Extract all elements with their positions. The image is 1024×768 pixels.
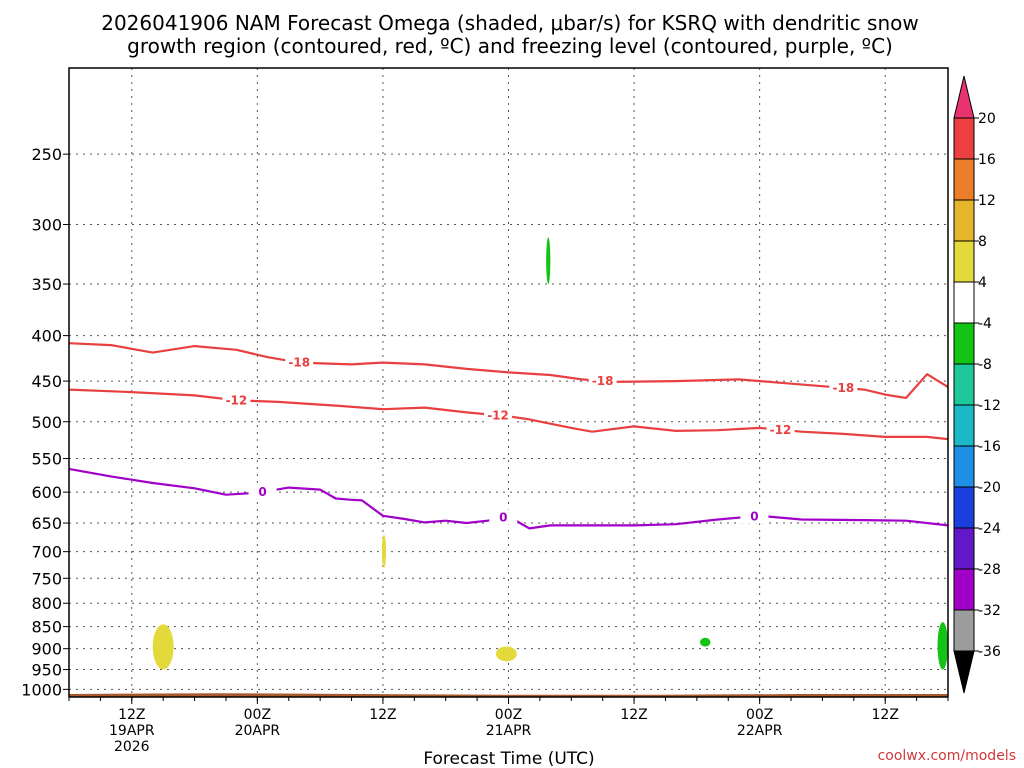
colorbar-label: -24: [978, 521, 1001, 537]
contour-label-bg: [248, 483, 277, 499]
y-tick-label: 550: [31, 450, 62, 469]
y-tick-label: 400: [31, 327, 62, 346]
y-tick-label: 300: [31, 216, 62, 235]
x-tick-label: 12Z: [872, 707, 899, 723]
colorbar-swatch: [953, 568, 975, 611]
contour-label: -18: [592, 374, 614, 388]
colorbar-label: -8: [978, 357, 992, 373]
x-tick-label: 00Z: [244, 707, 271, 723]
colorbar-swatch: [953, 486, 975, 529]
colorbar-label: -16: [978, 439, 1001, 455]
colorbar-swatch: [953, 404, 975, 447]
contour-label-bg: [740, 508, 769, 524]
colorbar-swatch: [953, 117, 975, 160]
colorbar-swatch: [953, 609, 975, 652]
contour-label: 0: [750, 509, 758, 523]
contour-label: -12: [226, 393, 248, 407]
contour-label: -12: [770, 423, 792, 437]
contour-label-bg: [285, 354, 314, 370]
omega-shaded-region: [152, 624, 174, 670]
x-tick-label: 12Z: [620, 707, 647, 723]
colorbar-swatch: [953, 322, 975, 365]
colorbar-swatch: [953, 158, 975, 201]
chart-title-line-2: growth region (contoured, red, ºC) and f…: [127, 34, 893, 58]
colorbar-swatch: [953, 199, 975, 242]
x-tick-label: 12Z: [118, 707, 145, 723]
contour-label-bg: [829, 379, 858, 395]
x-tick-label: 00Z: [495, 707, 522, 723]
ground-surface: [69, 693, 948, 697]
colorbar: 20 16 12 8 4 -4 -8 -12 -16 -20 -24 -28 -32 -36: [953, 75, 1001, 694]
y-axis: 250 300 350 400 450 500 550 600 650 700 750 800 850 9…: [21, 145, 69, 699]
y-tick-label: 650: [31, 514, 62, 533]
y-tick-label: 950: [31, 661, 62, 680]
colorbar-bottom-arrow: [953, 650, 975, 694]
colorbar-label: 20: [978, 111, 996, 127]
contour-line: [68, 467, 949, 530]
colorbar-label: 4: [978, 275, 987, 291]
colorbar-swatch: [953, 363, 975, 406]
y-tick-label: 500: [31, 413, 62, 432]
contour-label: -18: [833, 381, 855, 395]
contour-label-bg: [484, 407, 513, 423]
contour-label-bg: [766, 421, 795, 437]
colorbar-label: -36: [978, 644, 1001, 660]
colorbar-label: 16: [978, 152, 996, 168]
colorbar-swatch: [953, 527, 975, 570]
colorbar-label: 8: [978, 234, 987, 250]
omega-shaded-region: [381, 534, 387, 568]
colorbar-label: -28: [978, 562, 1001, 578]
colorbar-top-arrow: [953, 75, 975, 119]
contour-label: 0: [499, 511, 507, 525]
colorbar-swatch: [953, 281, 975, 324]
chart-title-line-1: 2026041906 NAM Forecast Omega (shaded, μ…: [101, 11, 919, 35]
x-tick-label: 22APR: [737, 723, 783, 739]
y-tick-label: 350: [31, 275, 62, 294]
contour-label-bg: [489, 509, 518, 525]
y-tick-label: 600: [31, 483, 62, 502]
y-tick-label: 800: [31, 594, 62, 613]
contour-label-bg: [588, 373, 617, 389]
x-tick-label: 20APR: [235, 723, 281, 739]
x-axis-title: Forecast Time (UTC): [423, 749, 594, 768]
contour-line: [68, 342, 949, 399]
y-tick-label: 850: [31, 618, 62, 637]
colorbar-label: -4: [978, 316, 992, 332]
x-tick-label: 00Z: [746, 707, 773, 723]
omega-shaded-region: [495, 646, 517, 662]
omega-shaded-region: [699, 637, 711, 647]
x-tick-label: 21APR: [486, 723, 532, 739]
colorbar-swatch: [953, 445, 975, 488]
y-tick-label: 450: [31, 372, 62, 391]
plot-frame: [68, 67, 949, 698]
omega-shaded-region: [546, 237, 551, 285]
contour-label: -18: [288, 356, 310, 370]
colorbar-swatch: [953, 240, 975, 283]
y-tick-label: 700: [31, 543, 62, 562]
contour-label: -12: [487, 408, 509, 422]
colorbar-label: -12: [978, 398, 1001, 414]
y-tick-label: 750: [31, 569, 62, 588]
omega-shaded-region: [937, 622, 949, 670]
contour-label-bg: [222, 392, 251, 408]
colorbar-label: -20: [978, 480, 1001, 496]
colorbar-label: 12: [978, 193, 996, 209]
contour-line: [68, 388, 949, 441]
x-tick-label: 2026: [114, 739, 150, 755]
y-tick-label: 250: [31, 145, 62, 164]
credit-text: coolwx.com/models: [878, 748, 1016, 764]
colorbar-label: -32: [978, 603, 1001, 619]
x-tick-label: 19APR: [109, 723, 155, 739]
contour-label: 0: [258, 485, 266, 499]
plot-area: -18 -18 -18 -12 -12 -12 0 0 0: [68, 68, 949, 697]
y-tick-label: 900: [31, 640, 62, 659]
y-tick-label: 1000: [21, 680, 62, 699]
x-tick-label: 12Z: [369, 707, 396, 723]
